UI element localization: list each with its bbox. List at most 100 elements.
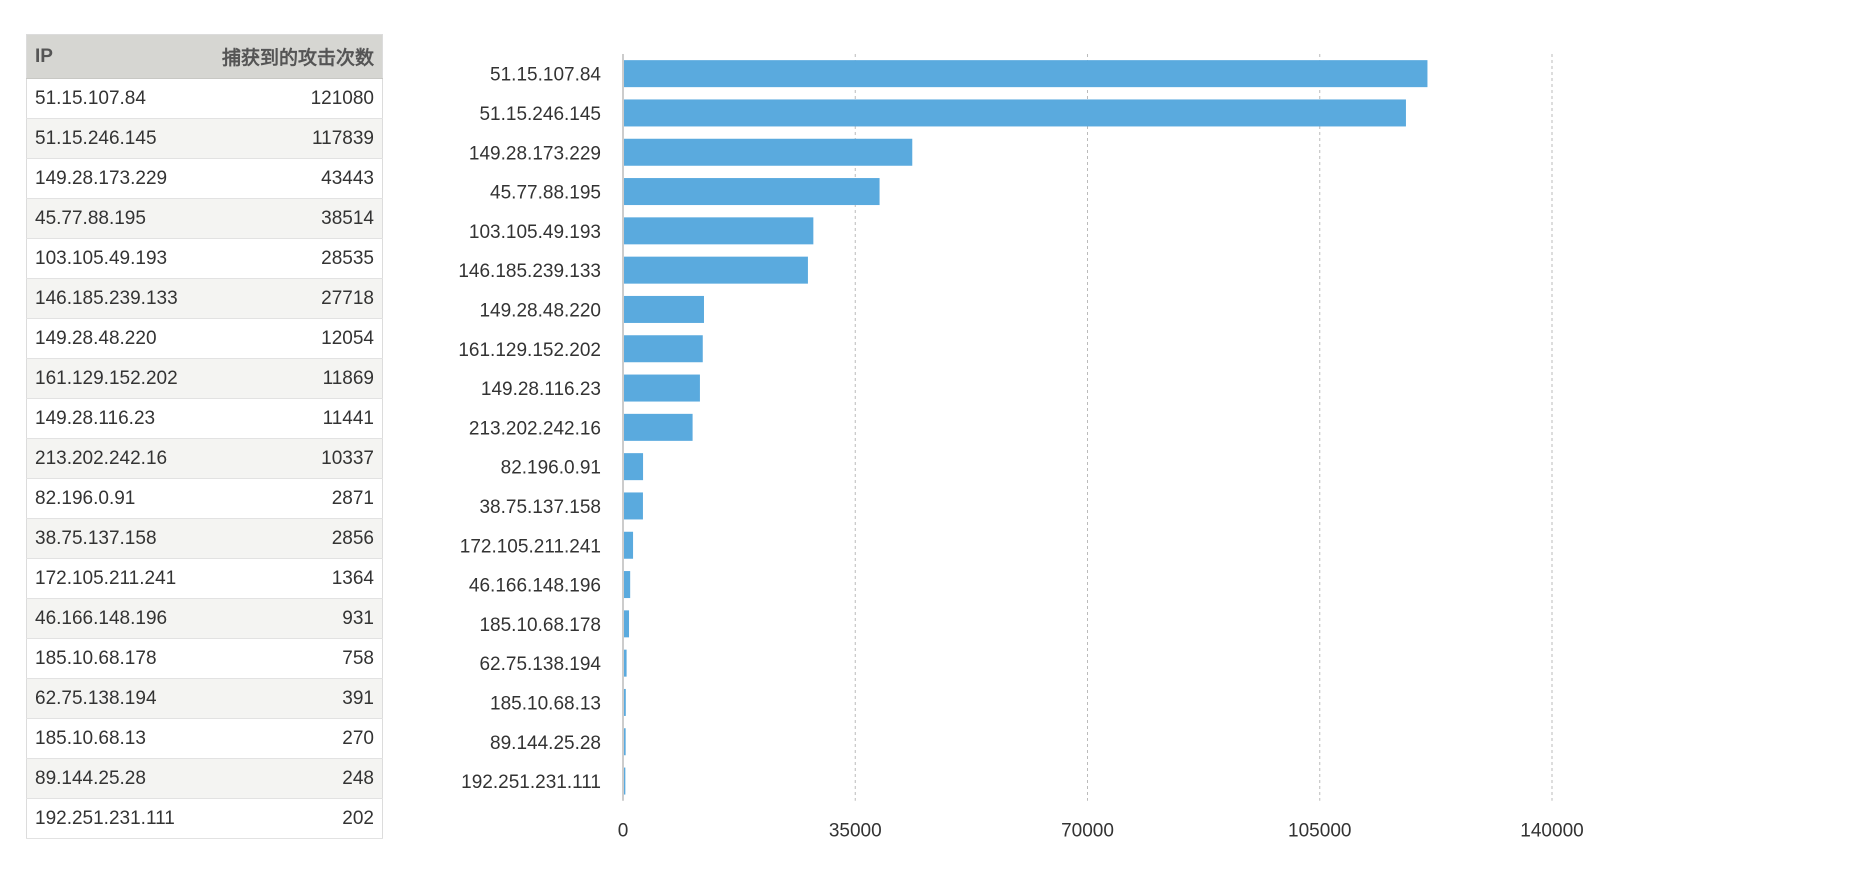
cell-ip: 213.202.242.16 bbox=[26, 438, 200, 479]
bar[interactable] bbox=[624, 335, 703, 363]
x-tick-label: 35000 bbox=[829, 821, 882, 842]
attack-ip-table: IP 捕获到的攻击次数 51.15.107.84 121080 51.15.246.… bbox=[26, 34, 383, 839]
cell-ip: 38.75.137.158 bbox=[26, 518, 200, 559]
table-row[interactable]: 149.28.173.229 43443 bbox=[26, 158, 383, 199]
table-row[interactable]: 149.28.116.23 11441 bbox=[26, 398, 383, 439]
category-label: 38.75.137.158 bbox=[479, 497, 601, 518]
cell-attack-count: 11869 bbox=[199, 358, 383, 399]
cell-ip: 185.10.68.178 bbox=[26, 638, 200, 679]
bar[interactable] bbox=[624, 413, 693, 441]
bar[interactable] bbox=[624, 178, 880, 206]
cell-attack-count: 43443 bbox=[199, 158, 383, 199]
cell-attack-count: 1364 bbox=[199, 558, 383, 599]
table-row[interactable]: 192.251.231.111 202 bbox=[26, 798, 383, 839]
table-row[interactable]: 51.15.246.145 117839 bbox=[26, 118, 383, 159]
cell-ip: 149.28.116.23 bbox=[26, 398, 200, 439]
category-label: 149.28.116.23 bbox=[481, 379, 601, 400]
category-label: 51.15.246.145 bbox=[479, 104, 601, 125]
table-row[interactable]: 103.105.49.193 28535 bbox=[26, 238, 383, 279]
cell-attack-count: 758 bbox=[199, 638, 383, 679]
bar[interactable] bbox=[624, 728, 626, 756]
category-label: 185.10.68.178 bbox=[479, 615, 601, 636]
cell-ip: 89.144.25.28 bbox=[26, 758, 200, 799]
bar[interactable] bbox=[624, 688, 626, 716]
cell-ip: 46.166.148.196 bbox=[26, 598, 200, 639]
cell-ip: 149.28.173.229 bbox=[26, 158, 200, 199]
category-label: 161.129.152.202 bbox=[458, 340, 601, 361]
cell-attack-count: 11441 bbox=[199, 398, 383, 439]
cell-attack-count: 38514 bbox=[199, 198, 383, 239]
table-row[interactable]: 89.144.25.28 248 bbox=[26, 758, 383, 799]
cell-ip: 161.129.152.202 bbox=[26, 358, 200, 399]
category-label: 45.77.88.195 bbox=[490, 183, 601, 204]
bar[interactable] bbox=[624, 610, 630, 638]
column-header-ip[interactable]: IP bbox=[26, 34, 200, 79]
cell-attack-count: 27718 bbox=[199, 278, 383, 319]
x-tick-label: 140000 bbox=[1520, 821, 1583, 842]
cell-ip: 51.15.107.84 bbox=[26, 78, 200, 119]
cell-attack-count: 270 bbox=[199, 718, 383, 759]
bar[interactable] bbox=[624, 531, 634, 559]
table-row[interactable]: 38.75.137.158 2856 bbox=[26, 518, 383, 559]
table-row[interactable]: 172.105.211.241 1364 bbox=[26, 558, 383, 599]
bar[interactable] bbox=[624, 649, 627, 677]
category-label: 149.28.173.229 bbox=[469, 143, 601, 164]
category-label: 62.75.138.194 bbox=[479, 654, 601, 675]
bar[interactable] bbox=[624, 138, 913, 166]
bar[interactable] bbox=[624, 374, 700, 402]
attack-count-bar-chart: 51.15.107.84 51.15.246.145 149.28.173.229 4… bbox=[420, 40, 1860, 860]
category-label: 149.28.48.220 bbox=[479, 300, 601, 321]
category-label: 46.166.148.196 bbox=[469, 576, 601, 597]
table-row[interactable]: 213.202.242.16 10337 bbox=[26, 438, 383, 479]
category-label: 192.251.231.111 bbox=[461, 772, 601, 793]
cell-ip: 172.105.211.241 bbox=[26, 558, 200, 599]
table-row[interactable]: 161.129.152.202 11869 bbox=[26, 358, 383, 399]
x-tick-label: 105000 bbox=[1288, 821, 1351, 842]
cell-attack-count: 28535 bbox=[199, 238, 383, 279]
column-header-attack-count[interactable]: 捕获到的攻击次数 bbox=[199, 34, 383, 79]
table-row[interactable]: 45.77.88.195 38514 bbox=[26, 198, 383, 239]
category-label: 89.144.25.28 bbox=[490, 733, 601, 754]
cell-attack-count: 10337 bbox=[199, 438, 383, 479]
cell-ip: 62.75.138.194 bbox=[26, 678, 200, 719]
x-tick-label: 0 bbox=[618, 821, 629, 842]
bar[interactable] bbox=[624, 60, 1428, 88]
bar[interactable] bbox=[624, 571, 631, 599]
cell-attack-count: 2856 bbox=[199, 518, 383, 559]
table-row[interactable]: 185.10.68.178 758 bbox=[26, 638, 383, 679]
cell-attack-count: 121080 bbox=[199, 78, 383, 119]
cell-ip: 149.28.48.220 bbox=[26, 318, 200, 359]
bar[interactable] bbox=[624, 217, 814, 245]
bar[interactable] bbox=[624, 453, 644, 481]
category-label: 82.196.0.91 bbox=[501, 458, 601, 479]
bar[interactable] bbox=[624, 492, 643, 520]
cell-attack-count: 12054 bbox=[199, 318, 383, 359]
table-row[interactable]: 62.75.138.194 391 bbox=[26, 678, 383, 719]
cell-attack-count: 248 bbox=[199, 758, 383, 799]
bar[interactable] bbox=[624, 767, 626, 795]
category-label: 103.105.49.193 bbox=[469, 222, 601, 243]
table-row[interactable]: 46.166.148.196 931 bbox=[26, 598, 383, 639]
cell-attack-count: 2871 bbox=[199, 478, 383, 519]
bar[interactable] bbox=[624, 295, 704, 323]
table-row[interactable]: 149.28.48.220 12054 bbox=[26, 318, 383, 359]
bar[interactable] bbox=[624, 256, 808, 284]
cell-attack-count: 931 bbox=[199, 598, 383, 639]
table-row[interactable]: 82.196.0.91 2871 bbox=[26, 478, 383, 519]
bar[interactable] bbox=[624, 99, 1406, 127]
cell-ip: 192.251.231.111 bbox=[26, 798, 200, 839]
cell-attack-count: 391 bbox=[199, 678, 383, 719]
category-label: 146.185.239.133 bbox=[458, 261, 601, 282]
table-row[interactable]: 185.10.68.13 270 bbox=[26, 718, 383, 759]
cell-ip: 51.15.246.145 bbox=[26, 118, 200, 159]
table-row[interactable]: 146.185.239.133 27718 bbox=[26, 278, 383, 319]
cell-attack-count: 117839 bbox=[199, 118, 383, 159]
cell-ip: 185.10.68.13 bbox=[26, 718, 200, 759]
category-label: 51.15.107.84 bbox=[490, 65, 601, 86]
table-body: 51.15.107.84 121080 51.15.246.145 117839 149… bbox=[26, 78, 383, 839]
cell-attack-count: 202 bbox=[199, 798, 383, 839]
chart-svg: 51.15.107.84 51.15.246.145 149.28.173.229 4… bbox=[458, 54, 1584, 842]
category-label: 213.202.242.16 bbox=[469, 418, 601, 439]
table-row[interactable]: 51.15.107.84 121080 bbox=[26, 78, 383, 119]
